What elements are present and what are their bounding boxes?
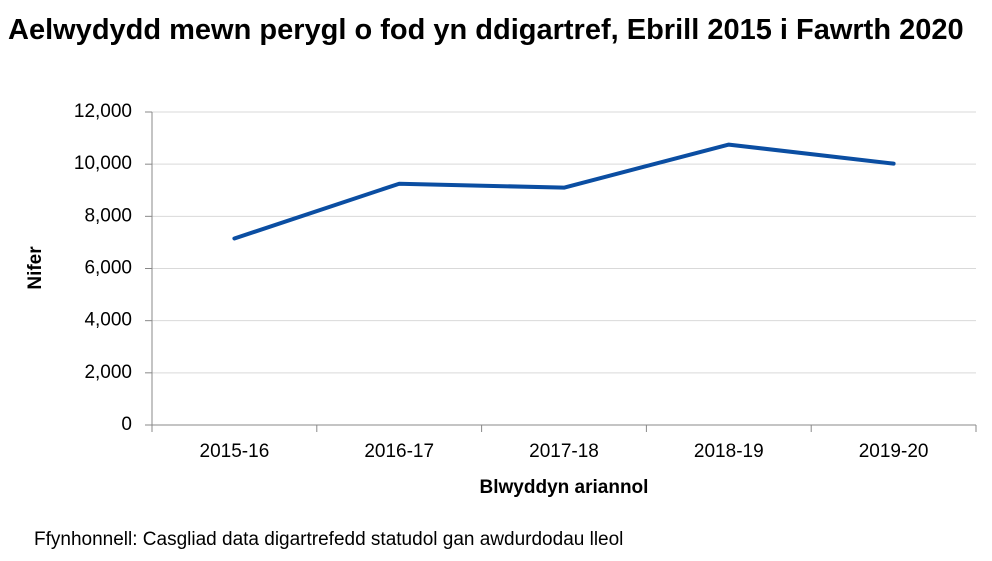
source-note: Ffynhonnell: Casgliad data digartrefedd … <box>34 529 623 550</box>
y-tick-label: 12,000 <box>74 101 132 122</box>
x-tick-label: 2017-18 <box>529 441 599 462</box>
x-tick-label: 2019-20 <box>859 441 929 462</box>
y-tick-label: 6,000 <box>84 258 132 279</box>
y-tick-label: 8,000 <box>84 205 132 226</box>
x-tick-label: 2015-16 <box>200 441 270 462</box>
data-line <box>232 142 896 241</box>
y-tick-label: 0 <box>121 414 132 435</box>
x-axis-label: Blwyddyn ariannol <box>480 477 649 498</box>
y-tick-label: 2,000 <box>84 362 132 383</box>
chart-title: Aelwydydd mewn perygl o fod yn ddigartre… <box>8 14 964 46</box>
x-tick-label: 2018-19 <box>694 441 764 462</box>
x-tick-label: 2016-17 <box>364 441 434 462</box>
y-tick-label: 10,000 <box>74 153 132 174</box>
y-tick-label: 4,000 <box>84 310 132 331</box>
y-axis-label: Nifer <box>25 246 46 290</box>
